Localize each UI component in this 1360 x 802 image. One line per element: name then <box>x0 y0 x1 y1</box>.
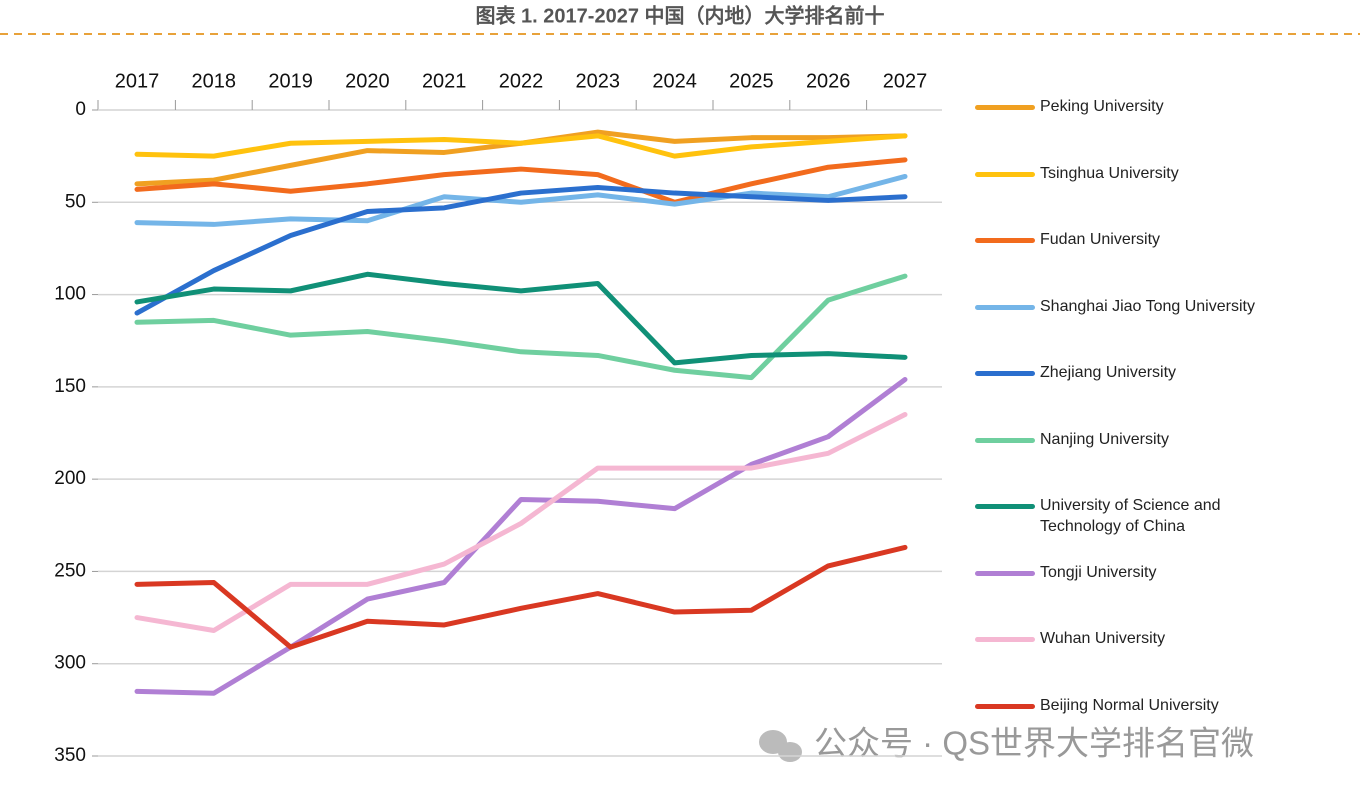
legend-label: Zhejiang University <box>1040 364 1177 381</box>
legend-item: Beijing Normal University <box>975 695 1275 716</box>
legend-swatch <box>975 371 1035 376</box>
series-line <box>134 173 908 227</box>
legend-item: Zhejiang University <box>975 362 1275 383</box>
x-tick-label: 2022 <box>499 70 544 92</box>
x-tick-label: 2020 <box>345 70 390 92</box>
legend-item: Shanghai Jiao Tong University <box>975 296 1275 317</box>
legend-label: Shanghai Jiao Tong University <box>1040 297 1255 315</box>
legend-label: Nanjing University <box>1040 430 1169 448</box>
series-line <box>134 271 908 366</box>
legend-swatch <box>975 703 1035 709</box>
x-tick-label: 2025 <box>729 70 774 92</box>
legend-swatch <box>975 437 1035 443</box>
legend-swatch <box>975 238 1035 243</box>
legend-swatch <box>975 504 1035 509</box>
y-tick-label: 350 <box>54 745 86 766</box>
y-tick-label: 200 <box>54 468 86 489</box>
legend-item: Peking University <box>975 96 1275 117</box>
legend-label: Tsinghua University <box>1040 164 1179 182</box>
x-tick-label: 2018 <box>192 70 237 92</box>
x-tick-label: 2017 <box>115 70 160 92</box>
legend-label: University of Science and Technology of … <box>1040 497 1221 535</box>
y-tick-label: 0 <box>75 99 86 120</box>
y-tick-label: 100 <box>54 284 86 305</box>
legend-label: Wuhan University <box>1040 630 1166 647</box>
series-line <box>134 133 908 159</box>
series-line <box>134 157 908 205</box>
series-line <box>134 544 908 650</box>
legend-item: Tsinghua University <box>975 163 1275 184</box>
series-line <box>134 412 908 633</box>
legend-swatch <box>975 570 1035 576</box>
legend-swatch <box>975 171 1035 177</box>
y-tick-label: 50 <box>65 191 86 212</box>
x-tick-label: 2019 <box>268 70 313 92</box>
x-tick-label: 2027 <box>883 70 928 92</box>
legend-label: Peking University <box>1040 98 1164 115</box>
legend-item: Tongji University <box>975 562 1275 583</box>
legend-item: Wuhan University <box>975 628 1275 649</box>
chart-title: 图表 1. 2017-2027 中国（内地）大学排名前十 <box>476 3 885 27</box>
legend-swatch <box>975 637 1035 642</box>
legend-item: University of Science and Technology of … <box>975 495 1275 537</box>
x-tick-label: 2023 <box>576 70 621 92</box>
x-tick-label: 2026 <box>806 70 851 92</box>
legend-label: Beijing Normal University <box>1040 696 1219 714</box>
x-tick-label: 2021 <box>422 70 467 92</box>
legend-label: Fudan University <box>1040 231 1161 248</box>
watermark-icon <box>778 742 802 762</box>
y-tick-label: 300 <box>54 653 86 674</box>
legend-label: Tongji University <box>1040 563 1157 581</box>
legend-swatch <box>975 105 1035 110</box>
y-tick-label: 250 <box>54 560 86 581</box>
legend-swatch <box>975 304 1035 310</box>
series-line <box>134 185 908 316</box>
legend-item: Fudan University <box>975 229 1275 250</box>
series-line <box>134 273 908 381</box>
series-line <box>134 376 908 696</box>
legend-item: Nanjing University <box>975 429 1275 450</box>
x-tick-label: 2024 <box>652 70 697 92</box>
y-tick-label: 150 <box>54 376 86 397</box>
